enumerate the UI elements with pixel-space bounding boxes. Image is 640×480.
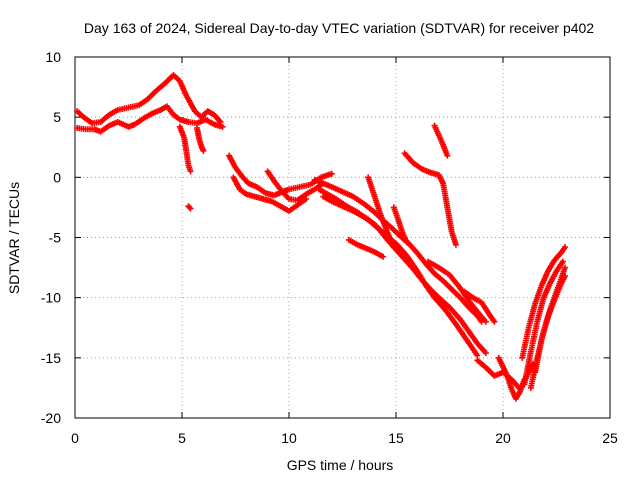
y-tick-label: -20 [41, 410, 61, 426]
series-track-21-rise-b [521, 258, 566, 388]
data-point [390, 244, 397, 251]
data-point [187, 168, 194, 175]
series-track-14-steep [365, 174, 397, 251]
data-point [562, 273, 569, 280]
series-track-17-upper [431, 122, 451, 159]
chart-title: Day 163 of 2024, Sidereal Day-to-day VTE… [84, 20, 594, 36]
series-track-21-rise-d [532, 273, 569, 376]
series-isolated-point [185, 203, 194, 212]
data-point [328, 170, 335, 177]
series-track-9-to-12 [264, 168, 327, 204]
x-tick-label: 25 [602, 430, 618, 446]
y-tick-label: -15 [41, 350, 61, 366]
data-point [482, 318, 489, 325]
series-main-track-upper [74, 72, 224, 127]
y-axis-label: SDTVAR / TECUs [6, 182, 22, 294]
series-main-track-lower [74, 103, 226, 135]
series-track-18-dip [461, 288, 498, 325]
y-tick-label: 0 [53, 169, 61, 185]
x-tick-label: 5 [178, 430, 186, 446]
series-track-15-steep [390, 204, 410, 246]
x-tick-label: 0 [71, 430, 79, 446]
tick-marks: 0 5 10 15 20 25 -20 -15 -10 -5 0 5 10 [41, 49, 618, 446]
data-point [491, 318, 498, 325]
data-point [219, 123, 226, 130]
data-point [200, 147, 207, 154]
data-points [74, 72, 569, 402]
series-early-branch-1 [176, 123, 194, 175]
series-track-21-rise-a [519, 244, 569, 361]
data-point [186, 204, 193, 211]
data-point [482, 350, 489, 357]
series-track-7-to-10-lower [230, 174, 310, 215]
y-tick-label: 10 [45, 49, 61, 65]
data-point [562, 264, 569, 271]
series-track-13-to-15 [345, 236, 387, 260]
data-point [559, 258, 566, 265]
data-point [452, 241, 459, 248]
series-track-20-dip [495, 354, 528, 402]
series-track-7-to-10 [226, 152, 335, 199]
y-tick-label: -10 [41, 290, 61, 306]
data-point [187, 205, 194, 212]
grid-lines [75, 57, 610, 418]
x-tick-label: 10 [281, 430, 297, 446]
series-early-branch-2 [193, 124, 207, 154]
data-point [562, 244, 569, 251]
data-point [444, 152, 451, 159]
x-tick-label: 20 [495, 430, 511, 446]
data-point [403, 239, 410, 246]
x-axis-label: GPS time / hours [287, 457, 394, 473]
data-point [380, 253, 387, 260]
x-tick-label: 15 [388, 430, 404, 446]
series-track-16-to-18 [401, 150, 459, 248]
y-tick-label: 5 [53, 109, 61, 125]
y-tick-label: -5 [49, 230, 62, 246]
series-track-11-to-16-c [320, 193, 481, 359]
